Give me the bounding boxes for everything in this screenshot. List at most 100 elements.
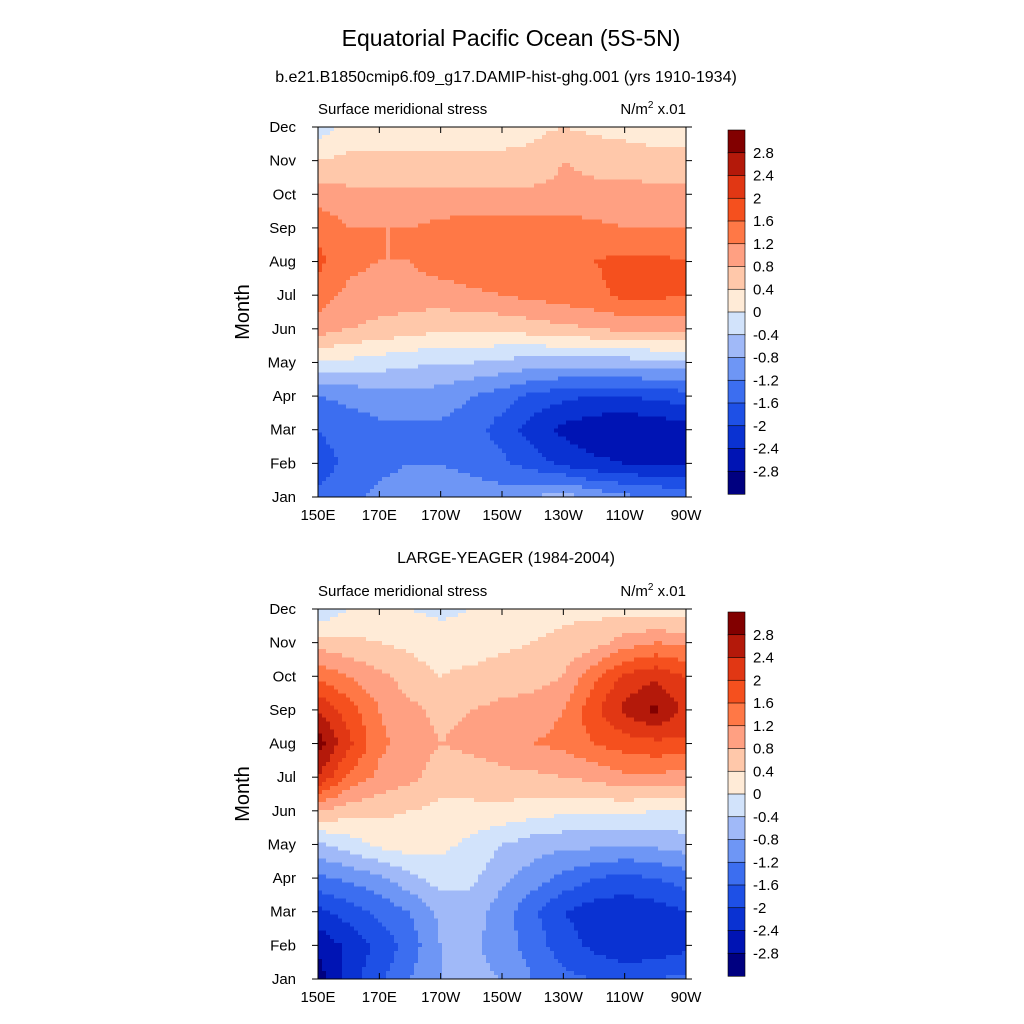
contour-cell [646,271,651,277]
contour-cell [406,251,411,257]
contour-cell [662,295,667,301]
contour-cell [446,279,451,285]
contour-cell [678,283,683,289]
contour-cell [594,324,599,329]
contour-cell [402,171,407,176]
contour-cell [566,135,571,140]
contour-cell [318,251,323,257]
contour-cell [362,312,367,317]
contour-cell [546,187,551,192]
contour-cell [566,283,571,289]
contour-cell [570,303,575,309]
contour-cell [662,127,667,132]
contour-cell [610,299,615,305]
contour-cell [590,215,595,221]
contour-cell [430,307,435,313]
contour-cell [482,171,487,176]
contour-cell [602,259,607,265]
contour-cell [546,243,551,249]
contour-cell [678,320,683,325]
contour-cell [626,295,631,301]
contour-cell [358,127,363,132]
contour-cell [538,291,543,297]
contour-cell [390,147,395,152]
contour-cell [470,307,475,313]
contour-cell [618,231,623,237]
contour-cell [470,135,475,140]
contour-cell [446,328,451,333]
contour-cell [334,159,339,164]
contour-cell [506,332,511,337]
contour-cell [482,219,487,225]
contour-cell [590,151,595,156]
contour-cell [358,275,363,281]
contour-cell [366,175,371,180]
contour-cell [474,255,479,261]
contour-cell [530,247,535,253]
contour-cell [466,255,471,261]
contour-cell [318,283,323,289]
contour-cell [590,219,595,225]
contour-cell [606,324,611,329]
contour-cell [466,219,471,225]
contour-cell [386,163,391,168]
contour-cell [354,263,359,269]
contour-cell [386,131,391,136]
contour-cell [558,219,563,225]
contour-cell [326,171,331,176]
contour-cell [662,155,667,160]
contour-cell [670,167,675,172]
contour-cell [446,211,451,217]
contour-cell [358,328,363,333]
contour-cell [666,243,671,249]
contour-cell [474,163,479,168]
contour-cell [522,163,527,168]
contour-cell [366,291,371,297]
contour-cell [398,336,403,341]
contour-cell [546,251,551,257]
contour-cell [342,135,347,140]
contour-cell [634,127,639,132]
contour-cell [366,199,371,205]
contour-cell [602,207,607,213]
contour-cell [590,159,595,164]
contour-cell [542,243,547,249]
contour-cell [602,307,607,313]
contour-cell [558,215,563,221]
contour-cell [330,159,335,164]
contour-cell [402,143,407,148]
contour-cell [638,167,643,172]
contour-cell [562,255,567,261]
contour-cell [590,324,595,329]
contour-cell [674,243,679,249]
contour-cell [514,287,519,293]
contour-cell [626,159,631,164]
contour-cell [498,279,503,285]
contour-cell [430,207,435,213]
contour-cell [526,155,531,160]
contour-cell [330,147,335,152]
contour-cell [550,167,555,172]
contour-cell [462,287,467,293]
contour-cell [598,167,603,172]
contour-cell [394,235,399,241]
contour-cell [514,279,519,285]
contour-cell [334,171,339,176]
contour-cell [326,207,331,213]
contour-cell [506,131,511,136]
contour-cell [678,328,683,333]
contour-cell [602,191,607,196]
contour-cell [670,219,675,225]
contour-cell [334,344,339,349]
contour-cell [430,247,435,253]
contour-cell [410,243,415,249]
contour-cell [382,328,387,333]
contour-cell [366,332,371,337]
contour-cell [318,147,323,152]
contour-cell [426,175,431,180]
contour-cell [354,312,359,317]
contour-cell [446,143,451,148]
contour-cell [434,307,439,313]
contour-cell [634,199,639,205]
contour-cell [494,175,499,180]
